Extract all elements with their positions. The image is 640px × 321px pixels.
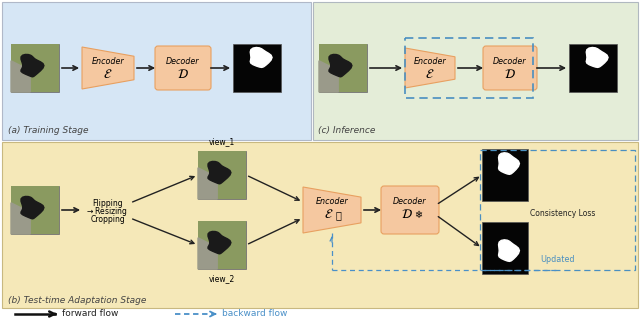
- Bar: [338, 70, 367, 92]
- Text: Consistency Loss: Consistency Loss: [530, 209, 595, 218]
- Polygon shape: [198, 238, 217, 269]
- Text: Encoder: Encoder: [413, 57, 446, 66]
- Text: Updated: Updated: [540, 256, 575, 265]
- Bar: [11, 44, 59, 70]
- Bar: [2, 2, 311, 140]
- Text: (b) Test-time Adaptation Stage: (b) Test-time Adaptation Stage: [8, 296, 147, 305]
- Polygon shape: [21, 196, 44, 219]
- Bar: [319, 44, 367, 92]
- Text: $\rightarrow$Resizing: $\rightarrow$Resizing: [84, 205, 127, 219]
- Bar: [319, 44, 367, 70]
- Bar: [480, 150, 635, 270]
- Text: Decoder: Decoder: [166, 57, 200, 66]
- Bar: [217, 247, 246, 269]
- FancyBboxPatch shape: [381, 186, 439, 234]
- Bar: [198, 151, 246, 199]
- Text: $\mathcal{E}$: $\mathcal{E}$: [425, 68, 435, 82]
- Text: backward flow: backward flow: [222, 309, 287, 318]
- Text: Decoder: Decoder: [493, 57, 527, 66]
- Bar: [30, 213, 59, 234]
- Polygon shape: [303, 187, 361, 233]
- Text: (a) Training Stage: (a) Training Stage: [8, 126, 88, 135]
- Text: (c) Inference: (c) Inference: [318, 126, 376, 135]
- Bar: [233, 44, 281, 92]
- Bar: [482, 149, 528, 201]
- Polygon shape: [319, 61, 338, 92]
- Bar: [2, 142, 638, 308]
- FancyBboxPatch shape: [155, 46, 211, 90]
- Text: Cropping: Cropping: [91, 215, 125, 224]
- Polygon shape: [21, 55, 44, 77]
- Text: $\mathcal{D}$: $\mathcal{D}$: [177, 68, 189, 82]
- Bar: [198, 151, 246, 178]
- Polygon shape: [250, 48, 272, 67]
- Polygon shape: [198, 168, 217, 199]
- FancyBboxPatch shape: [483, 46, 537, 90]
- Bar: [198, 221, 246, 247]
- Polygon shape: [208, 161, 231, 184]
- Text: $\mathcal{D}$: $\mathcal{D}$: [401, 209, 413, 221]
- Polygon shape: [586, 48, 608, 67]
- Text: view_2: view_2: [209, 274, 235, 283]
- Bar: [569, 44, 617, 92]
- Text: $\mathcal{E}$: $\mathcal{E}$: [324, 209, 333, 221]
- Bar: [11, 44, 59, 92]
- Text: ❄: ❄: [414, 210, 422, 220]
- Polygon shape: [405, 48, 455, 88]
- Bar: [482, 222, 528, 274]
- Polygon shape: [329, 55, 352, 77]
- Text: $\mathcal{D}$: $\mathcal{D}$: [504, 68, 516, 82]
- Polygon shape: [499, 240, 520, 261]
- Text: 🔥: 🔥: [335, 210, 341, 220]
- Text: Encoder: Encoder: [316, 197, 348, 206]
- Text: Decoder: Decoder: [393, 197, 427, 206]
- Text: $\mathcal{E}$: $\mathcal{E}$: [103, 68, 113, 82]
- Polygon shape: [499, 153, 520, 174]
- Bar: [198, 221, 246, 269]
- Polygon shape: [82, 47, 134, 89]
- Bar: [11, 186, 59, 213]
- Bar: [30, 70, 59, 92]
- Text: view_1: view_1: [209, 137, 235, 146]
- Polygon shape: [11, 203, 30, 234]
- Text: Flipping: Flipping: [93, 199, 124, 209]
- Bar: [217, 178, 246, 199]
- Bar: [313, 2, 638, 140]
- Bar: [11, 186, 59, 234]
- Polygon shape: [208, 231, 231, 254]
- Text: forward flow: forward flow: [62, 309, 118, 318]
- Polygon shape: [11, 61, 30, 92]
- Text: Encoder: Encoder: [92, 57, 124, 66]
